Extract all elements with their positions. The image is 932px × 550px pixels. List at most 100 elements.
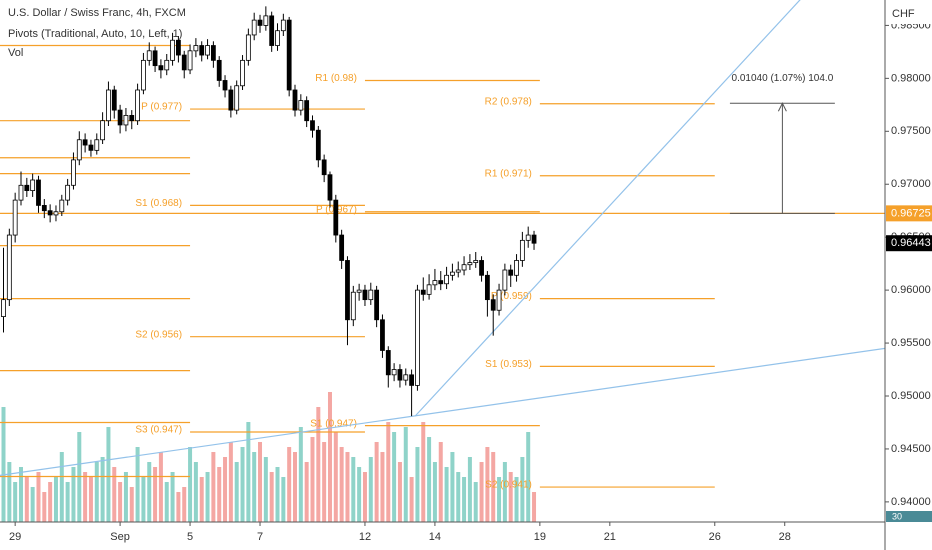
volume-bar [462, 477, 467, 522]
x-tick-label: 21 [604, 531, 616, 543]
candle-body [269, 15, 275, 46]
trendline [0, 347, 885, 477]
candle-body [187, 50, 193, 71]
candle-body [123, 115, 129, 126]
candle-body [496, 289, 502, 311]
volume-bar [223, 457, 228, 522]
volume-bar [444, 467, 449, 522]
y-tick-label: 0.97500 [891, 125, 931, 137]
y-tick-label: 0.98000 [891, 72, 931, 84]
volume-bar [322, 442, 327, 522]
pivot-label: S2 (0.941) [485, 480, 532, 491]
candle-body [18, 184, 24, 201]
candle-body [170, 39, 175, 61]
volume-bar [100, 457, 105, 522]
candle-body [484, 274, 490, 301]
volume-bar [438, 442, 443, 522]
volume-bar [240, 447, 245, 522]
candle-body [94, 139, 100, 151]
candle-body [129, 115, 135, 122]
volume-bar [508, 472, 513, 522]
volume-bar [362, 472, 367, 522]
candle-body [100, 120, 106, 141]
volume-bar [42, 492, 47, 522]
candle-body [519, 239, 525, 261]
volume-bar [36, 472, 41, 522]
candle-body [65, 184, 71, 201]
volume-bar [83, 472, 88, 522]
candle-body [24, 184, 30, 191]
candle-body [397, 369, 403, 381]
volume-scale-label: 30 [892, 511, 902, 521]
candle-body [71, 159, 76, 186]
candle-body [350, 291, 356, 321]
y-tick-label: 0.95000 [891, 390, 931, 402]
candle-body [47, 210, 53, 216]
x-tick-label: 26 [709, 531, 721, 543]
candle-body [490, 299, 496, 311]
candle-body [210, 45, 216, 61]
volume-bar [258, 442, 263, 522]
volume-bar [368, 457, 373, 522]
last-price-label: 0.96443 [891, 237, 931, 249]
pivot-label: P (0.959) [491, 291, 532, 302]
candle-body [263, 15, 269, 26]
candle-body [193, 45, 199, 52]
symbol-legend: U.S. Dollar / Swiss Franc, 4h, FXCM [8, 7, 186, 19]
volume-bar [164, 482, 169, 522]
candle-body [514, 260, 519, 276]
candle-body [135, 89, 140, 122]
candle-body [409, 374, 415, 386]
volume-bar [13, 482, 18, 522]
volume-bar [281, 477, 286, 522]
volume-bar [467, 457, 472, 522]
volume-bar [421, 422, 426, 522]
volume-bar [106, 427, 111, 522]
candle-body [1, 299, 6, 317]
volume-bar [7, 462, 12, 522]
y-tick-label: 0.95500 [891, 337, 931, 349]
volume-bar [53, 477, 58, 522]
candle-body [310, 120, 315, 131]
volume-bar [170, 472, 175, 522]
volume-bar [158, 452, 163, 522]
candle-body [82, 139, 88, 146]
measure-arrowhead [777, 102, 787, 112]
y-tick-label: 0.96000 [891, 284, 931, 296]
candle-body [30, 179, 36, 191]
candle-body [444, 274, 449, 285]
candle-body [368, 289, 374, 301]
volume-bar [205, 472, 210, 522]
pivot-label: R1 (0.98) [315, 73, 357, 84]
volume-bar [502, 462, 507, 522]
pivot-label: S1 (0.953) [485, 359, 532, 370]
volume-bar [386, 422, 391, 522]
candle-body [164, 59, 170, 71]
volume-bar [59, 452, 64, 522]
candle-body [199, 45, 205, 56]
candle-body [12, 199, 18, 236]
candle-body [333, 199, 339, 236]
trendline [414, 0, 801, 417]
volume-bar [123, 472, 128, 522]
candle-body [59, 199, 65, 213]
volume-bar [18, 467, 23, 522]
candle-body [385, 350, 391, 376]
candle-body [321, 159, 327, 176]
volume-bar [456, 472, 461, 522]
x-tick-label: 28 [779, 531, 791, 543]
candle-body [450, 271, 455, 276]
volume-bar [485, 447, 490, 522]
last-price-bg [886, 235, 932, 252]
volume-bar [427, 437, 432, 522]
candle-body [525, 234, 531, 241]
candle-body [292, 89, 298, 111]
pivot-label: S2 (0.956) [135, 329, 182, 340]
candle-body [455, 269, 461, 273]
volume-bar [339, 447, 344, 522]
volume-bar [403, 427, 408, 522]
candle-body [286, 19, 292, 91]
volume-bar [397, 462, 402, 522]
